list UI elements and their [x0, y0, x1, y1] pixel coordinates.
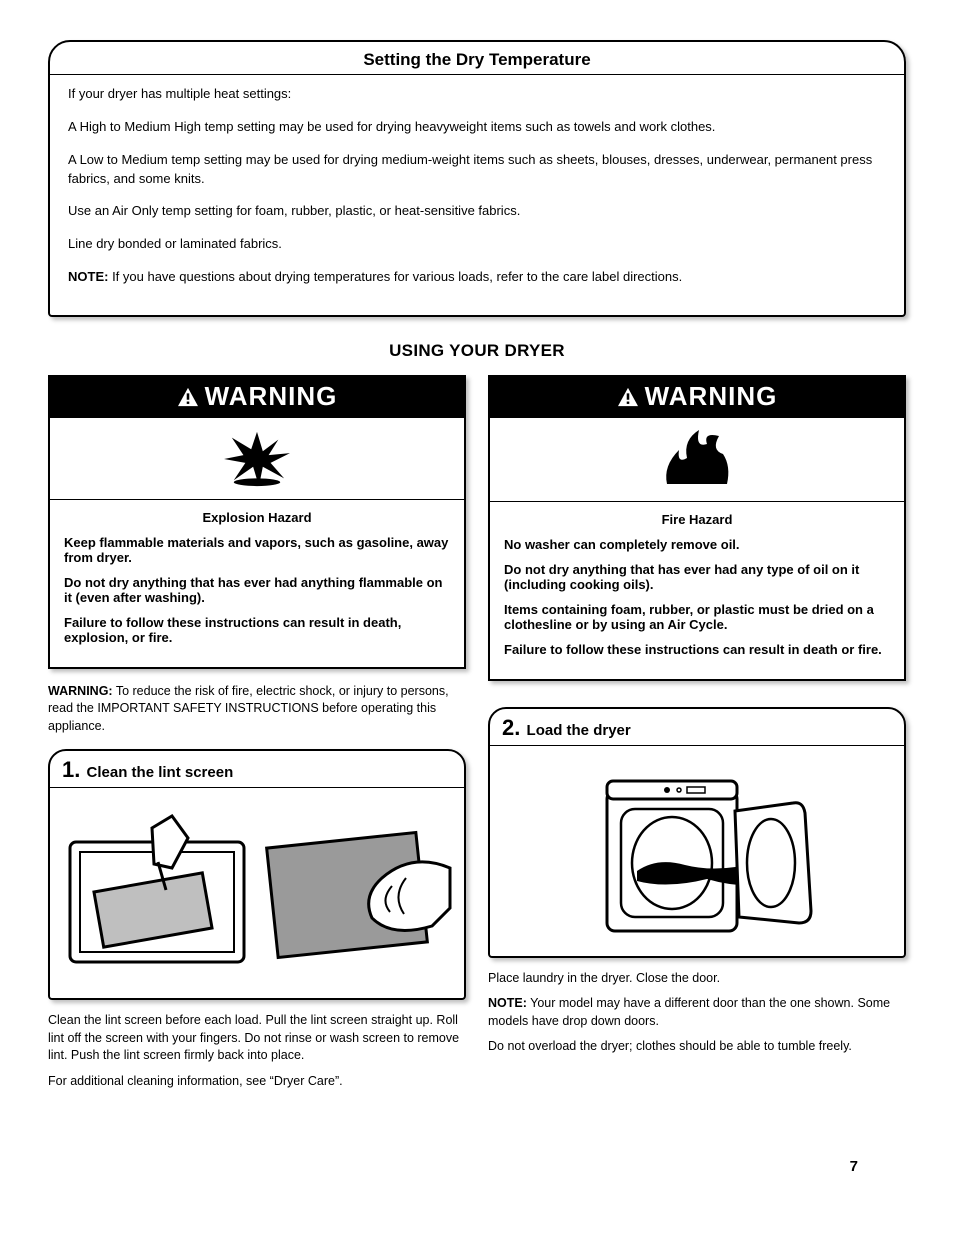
- temp-para: A High to Medium High temp setting may b…: [68, 118, 886, 137]
- note-text: If you have questions about drying tempe…: [108, 269, 682, 284]
- note-label: NOTE:: [488, 996, 527, 1010]
- step2-header: 2. Load the dryer: [490, 709, 904, 746]
- temp-para: A Low to Medium temp setting may be used…: [68, 151, 886, 189]
- step2-belowtext: Place laundry in the dryer. Close the do…: [488, 970, 906, 1056]
- warning-triangle-icon: [177, 387, 199, 407]
- temp-para: Use an Air Only temp setting for foam, r…: [68, 202, 886, 221]
- warning-undertext: WARNING: To reduce the risk of fire, ele…: [48, 683, 466, 736]
- step1-para: For additional cleaning information, see…: [48, 1073, 466, 1091]
- page-number: 7: [850, 1158, 858, 1175]
- step1-header: 1. Clean the lint screen: [50, 751, 464, 788]
- warn-para: Do not dry anything that has ever had an…: [504, 562, 890, 592]
- step1-num: 1.: [62, 757, 80, 782]
- step2-para: Place laundry in the dryer. Close the do…: [488, 970, 906, 988]
- setting-temp-body: If your dryer has multiple heat settings…: [50, 75, 904, 287]
- fire-icon: [657, 426, 737, 490]
- hazard-title: Fire Hazard: [504, 512, 890, 527]
- setting-temp-title: Setting the Dry Temperature: [50, 42, 904, 75]
- warn-para: No washer can completely remove oil.: [504, 537, 890, 552]
- temp-para: Line dry bonded or laminated fabrics.: [68, 235, 886, 254]
- step2-title: Load the dryer: [522, 722, 630, 739]
- step2-num: 2.: [502, 715, 520, 740]
- temp-para: If your dryer has multiple heat settings…: [68, 85, 886, 104]
- setting-temp-box: Setting the Dry Temperature If your drye…: [48, 40, 906, 317]
- step2-illustration: [490, 746, 904, 956]
- lint-screen-pull-icon: [62, 808, 252, 978]
- note-text: Your model may have a different door tha…: [488, 996, 890, 1028]
- warning-body: Explosion Hazard Keep flammable material…: [50, 500, 464, 667]
- explosion-icon: [218, 426, 296, 488]
- hazard-title: Explosion Hazard: [64, 510, 450, 525]
- warning-box-fire: WARNING Fire Hazard No washer can comple…: [488, 375, 906, 681]
- warning-body: Fire Hazard No washer can completely rem…: [490, 502, 904, 679]
- step2-box: 2. Load the dryer: [488, 707, 906, 958]
- warning-box-explosion: WARNING Explosion Hazard Keep flammable …: [48, 375, 466, 669]
- step1-box: 1. Clean the lint screen: [48, 749, 466, 1000]
- warn-para: Failure to follow these instructions can…: [64, 615, 450, 645]
- warning-triangle-icon: [617, 387, 639, 407]
- lint-screen-wipe-icon: [262, 808, 452, 978]
- step1-illustration: [50, 788, 464, 998]
- step2-note: NOTE: Your model may have a different do…: [488, 995, 906, 1030]
- warn-para: Do not dry anything that has ever had an…: [64, 575, 450, 605]
- warning-prefix: WARNING:: [48, 684, 113, 698]
- warning-header: WARNING: [490, 377, 904, 418]
- warn-para: Keep flammable materials and vapors, suc…: [64, 535, 450, 565]
- warning-label: WARNING: [645, 381, 778, 411]
- warn-para: Items containing foam, rubber, or plasti…: [504, 602, 890, 632]
- note-label: NOTE:: [68, 269, 108, 284]
- step1-para: Clean the lint screen before each load. …: [48, 1012, 466, 1065]
- step2-para: Do not overload the dryer; clothes shoul…: [488, 1038, 906, 1056]
- step1-belowtext: Clean the lint screen before each load. …: [48, 1012, 466, 1090]
- warn-para: Failure to follow these instructions can…: [504, 642, 890, 657]
- step1-title: Clean the lint screen: [82, 764, 233, 781]
- warning-label: WARNING: [205, 381, 338, 411]
- using-dryer-heading: USING YOUR DRYER: [48, 341, 906, 361]
- warning-header: WARNING: [50, 377, 464, 418]
- dryer-load-icon: [567, 761, 827, 941]
- temp-note: NOTE: If you have questions about drying…: [68, 268, 886, 287]
